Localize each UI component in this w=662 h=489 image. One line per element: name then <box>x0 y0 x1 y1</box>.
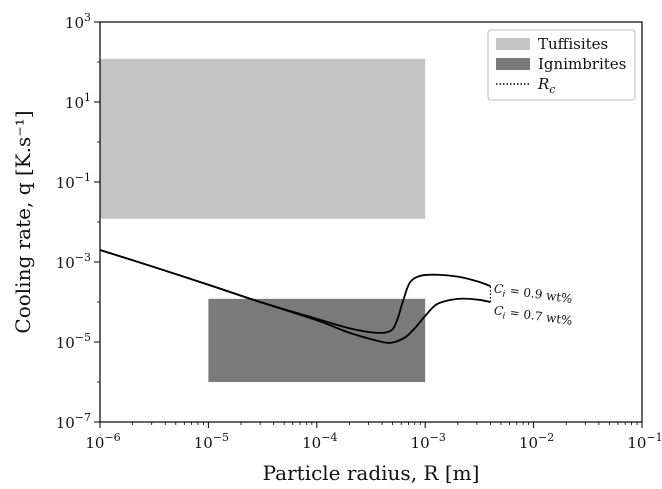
y-tick-label-6: 103 <box>65 11 91 32</box>
y-axis-title: Cooling rate, q [K.s⁻¹] <box>11 110 35 333</box>
regions-layer <box>100 58 426 382</box>
x-axis-title: Particle radius, R [m] <box>263 461 480 485</box>
x-tick-label-6: 10−1 <box>627 431 662 452</box>
y-tick-label-3: 10−3 <box>56 251 91 272</box>
x-tick-label-3: 10−4 <box>302 431 337 452</box>
series-annotation-2: Ci = 0.7 wt% <box>493 303 574 331</box>
ticks-layer: 10−6 10−5 10−4 10−3 10−2 10−1 10−7 10−5 10−3 10−1… <box>56 11 662 452</box>
region-tuffisites <box>100 58 426 219</box>
legend-label-3: Rc <box>537 75 555 96</box>
x-tick-label-4: 10−3 <box>411 431 446 452</box>
legend: Tuffisites Ignimbrites Rc <box>487 29 636 101</box>
series-annotation-1: Ci = 0.9 wt% <box>493 281 574 309</box>
x-tick-label-5: 10−2 <box>519 431 554 452</box>
y-tick-label-5: 101 <box>65 91 91 112</box>
y-tick-label-2: 10−5 <box>56 331 91 352</box>
legend-label-2: Ignimbrites <box>538 55 626 73</box>
legend-swatch-2 <box>496 58 530 70</box>
x-tick-label-2: 10−5 <box>194 431 229 452</box>
y-tick-label-1: 10−7 <box>56 411 91 432</box>
legend-label-1: Tuffisites <box>538 35 608 53</box>
y-tick-label-4: 10−1 <box>56 171 91 192</box>
series-line-2 <box>99 249 491 344</box>
series-layer <box>99 249 492 344</box>
legend-swatch-1 <box>496 38 530 50</box>
annotations-layer: Ci = 0.9 wt%Ci = 0.7 wt% <box>493 281 574 331</box>
region-ignimbrites <box>208 298 426 382</box>
x-tick-label-1: 10−6 <box>85 431 120 452</box>
